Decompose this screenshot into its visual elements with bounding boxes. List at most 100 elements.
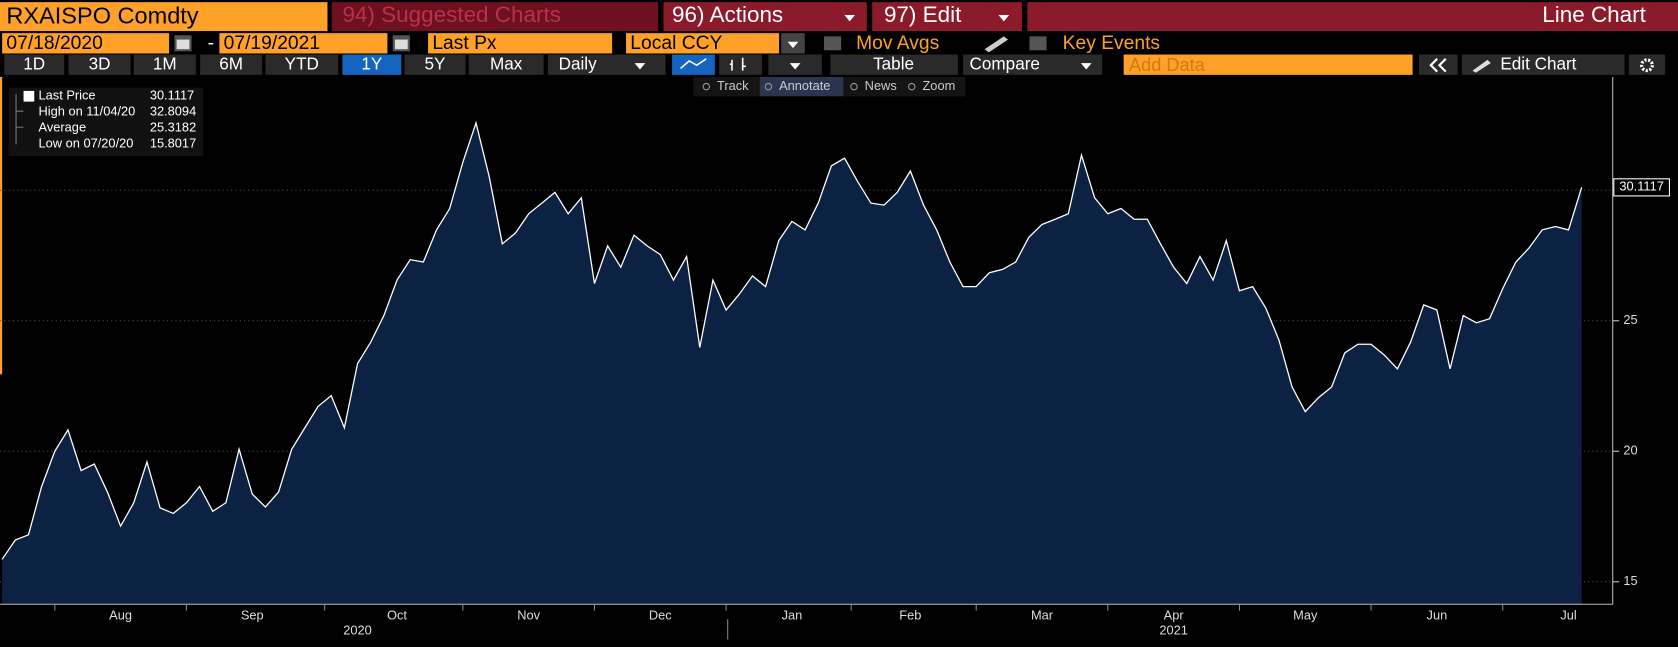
legend-value: 15.8017 xyxy=(150,136,196,151)
edit-chart-label: Edit Chart xyxy=(1500,55,1576,74)
range-label: 1Y xyxy=(361,55,383,74)
tool-button[interactable] xyxy=(845,76,902,97)
dropdown-arrow xyxy=(844,14,856,22)
y-tick-label: 25 xyxy=(1623,312,1637,327)
x-tick-label: Jun xyxy=(1427,607,1448,622)
add-data-box[interactable] xyxy=(1123,54,1413,75)
x-tick-label: May xyxy=(1293,607,1318,622)
range-button[interactable] xyxy=(468,54,544,75)
range-button[interactable] xyxy=(133,54,196,75)
line-style-button[interactable] xyxy=(672,54,715,75)
legend-label: Last Price xyxy=(39,88,96,103)
edit-chart-button[interactable] xyxy=(1461,54,1625,75)
x-tick-label: Dec xyxy=(649,607,672,622)
calendar-face xyxy=(176,39,190,50)
legend-value: 25.3182 xyxy=(150,120,196,135)
field: Last Px xyxy=(432,33,497,54)
suggested-label: 94) Suggested Charts xyxy=(342,2,561,27)
range-label: 1M xyxy=(153,55,177,74)
tool-label: News xyxy=(865,78,897,93)
actions-button[interactable] xyxy=(663,2,867,32)
range-button[interactable] xyxy=(4,54,65,75)
compare-button[interactable] xyxy=(963,54,1103,75)
range-button[interactable] xyxy=(200,54,263,75)
collapse-button[interactable] xyxy=(1419,54,1458,75)
x-tick-label: Aug xyxy=(109,607,132,622)
year-label: 2020 xyxy=(343,622,372,637)
suggested-button[interactable] xyxy=(331,2,659,32)
tool-label: Track xyxy=(717,78,749,93)
year-label: 2021 xyxy=(1159,622,1188,637)
table-label: Table xyxy=(873,55,914,74)
last-price-label: 30.1117 xyxy=(1619,179,1663,194)
dropdown-arrow xyxy=(789,63,801,70)
dropdown-arrow xyxy=(998,14,1010,22)
line-style-icon xyxy=(680,58,707,70)
compare-label: Compare xyxy=(970,55,1040,74)
mov-avgs-label: Mov Avgs xyxy=(856,33,939,54)
tool-label: Zoom xyxy=(922,78,955,93)
legend-tree xyxy=(15,94,24,145)
legend-label: High on 11/04/20 xyxy=(39,104,136,119)
range-button[interactable] xyxy=(404,54,466,75)
range-label: 1D xyxy=(23,55,45,74)
legend-value: 32.8094 xyxy=(150,104,196,119)
ticker-box[interactable] xyxy=(0,2,328,32)
x-tick-label: Oct xyxy=(387,607,407,622)
actions-label: 96) Actions xyxy=(672,2,783,27)
start-date-box[interactable] xyxy=(2,33,170,54)
periodicity-label: Daily xyxy=(559,55,597,74)
key-events-label: Key Events xyxy=(1063,33,1160,54)
y-tick-label: 15 xyxy=(1623,573,1637,588)
range-label: 5Y xyxy=(425,55,447,74)
x-tick-label: Jan xyxy=(782,607,803,622)
range-label: 6M xyxy=(219,55,243,74)
range-button[interactable] xyxy=(68,54,131,75)
end-date: 07/19/2021 xyxy=(224,33,320,54)
chart-type-label: Line Chart xyxy=(1542,2,1646,27)
range-button[interactable] xyxy=(342,54,402,75)
settings-button[interactable] xyxy=(1628,54,1666,75)
settings-icon xyxy=(1640,58,1654,73)
edit-button[interactable] xyxy=(872,2,1022,32)
legend-box xyxy=(8,87,204,157)
currency: Local CCY xyxy=(630,33,722,54)
x-tick-label: Mar xyxy=(1031,607,1054,622)
add-data-placeholder: Add Data xyxy=(1129,55,1206,75)
collapse-icon xyxy=(1429,58,1447,73)
edit-chart-icon xyxy=(1472,59,1491,73)
tool-icon xyxy=(702,82,711,91)
start-date: 07/18/2020 xyxy=(6,33,102,54)
dropdown-arrow xyxy=(634,63,646,70)
x-tick-label: Apr xyxy=(1164,607,1185,622)
bar-style-icon xyxy=(729,57,746,71)
range-label: Max xyxy=(490,55,523,74)
end-date-box[interactable] xyxy=(219,33,388,54)
tool-button[interactable] xyxy=(697,76,760,97)
area-fill xyxy=(2,122,1582,605)
periodicity-button[interactable] xyxy=(547,54,666,75)
legend-value: 30.1117 xyxy=(150,88,194,103)
tool-icon xyxy=(908,82,916,91)
range-button[interactable] xyxy=(265,54,339,75)
edit-label: 97) Edit xyxy=(884,2,962,27)
range-label: 3D xyxy=(89,55,111,74)
tool-icon xyxy=(764,82,773,91)
bar-style-button[interactable] xyxy=(719,54,762,75)
table-button[interactable] xyxy=(830,54,958,75)
mov-avgs-checkbox[interactable] xyxy=(824,36,842,51)
tool-button[interactable] xyxy=(903,76,964,97)
currency-box[interactable] xyxy=(626,33,780,54)
ticker: RXAISPO Comdty xyxy=(6,2,198,28)
legend-label: Low on 07/20/20 xyxy=(39,136,134,151)
key-events-checkbox[interactable] xyxy=(1029,36,1047,51)
pencil-icon xyxy=(984,36,1009,53)
x-tick-label: Jul xyxy=(1560,607,1576,622)
calendar-face xyxy=(394,39,408,50)
field-box[interactable] xyxy=(428,33,613,54)
tool-icon xyxy=(850,82,858,91)
legend-label: Average xyxy=(39,120,87,135)
tool-highlight[interactable] xyxy=(759,76,844,97)
